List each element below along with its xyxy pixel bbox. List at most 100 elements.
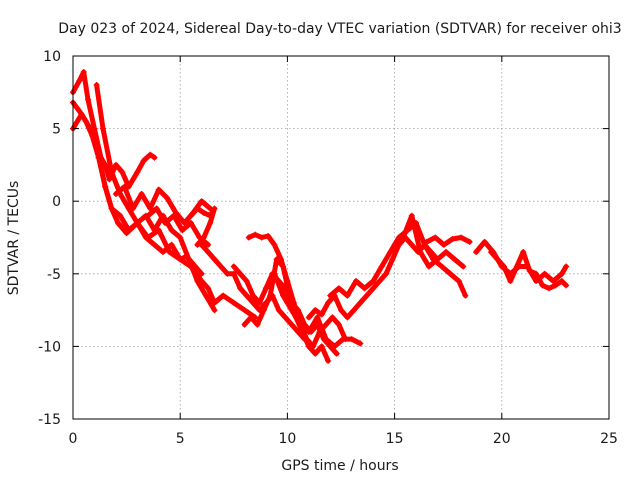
data-point-marker [100,125,107,132]
data-point-marker [440,241,447,248]
data-point-marker [162,219,169,226]
y-tick-label: -15 [38,412,61,428]
data-point-marker [153,205,160,212]
data-point-marker [138,190,145,197]
series-track-8 [198,241,308,343]
data-point-marker [357,340,364,347]
data-point-marker [245,234,252,241]
data-point-marker [198,241,205,248]
data-point-marker [312,307,319,314]
data-point-marker [376,278,383,285]
data-point-marker [85,96,92,103]
series-track-6 [145,205,212,248]
data-point-marker [353,278,360,285]
series-band [145,206,211,248]
data-point-marker [265,233,272,240]
data-point-marker [181,219,188,226]
data-point-marker [125,227,132,234]
data-point-marker [220,292,227,299]
data-point-marker [115,219,122,226]
data-point-marker [106,176,113,183]
x-tick-label: 10 [278,431,296,447]
data-point-marker [348,336,355,343]
data-point-marker [256,299,263,306]
data-point-marker [166,249,173,256]
data-point-marker [211,205,218,212]
x-tick-label: 0 [69,431,78,447]
data-point-marker [170,212,177,219]
data-point-marker [494,256,501,263]
data-point-marker [168,241,175,248]
data-point-marker [277,256,284,263]
data-point-marker [331,343,338,350]
data-point-marker [550,278,557,285]
data-point-marker [177,234,184,241]
data-point-marker [322,321,329,328]
series-track-3 [70,111,259,321]
series-track-16 [423,234,473,248]
series-track-15 [391,212,467,270]
series-band [188,206,217,248]
data-point-marker [425,263,432,270]
data-point-marker [241,321,248,328]
data-point-marker [108,205,115,212]
data-point-marker [112,161,119,168]
data-point-marker [252,231,259,238]
data-point-marker [340,336,347,343]
data-point-marker [533,270,540,277]
data-point-marker [389,256,396,263]
data-point-marker [284,278,291,285]
data-point-marker [254,321,261,328]
data-point-marker [288,321,295,328]
series-track-18 [488,249,570,292]
data-point-marker [318,311,325,318]
data-point-marker [552,282,559,289]
plot-frame [72,55,610,420]
data-point-marker [481,238,488,245]
data-point-marker [318,343,325,350]
data-point-marker [417,249,424,256]
data-point-marker [350,307,357,314]
data-point-marker [432,234,439,241]
data-point-marker [290,299,297,306]
y-tick-label: 5 [52,122,61,138]
data-point-marker [267,292,274,299]
data-point-marker [434,256,441,263]
data-point-marker [258,234,265,241]
data-point-marker [230,263,237,270]
data-point-marker [202,292,209,299]
data-point-marker [488,249,495,256]
data-point-marker [145,212,152,219]
series-band [327,220,468,299]
data-point-marker [198,198,205,205]
data-point-marker [462,292,469,299]
data-point-marker [520,249,527,256]
data-point-marker [447,270,454,277]
data-point-marker [325,357,332,364]
data-point-marker [378,263,385,270]
data-point-marker [168,227,175,234]
data-point-marker [539,282,546,289]
data-point-marker [451,256,458,263]
data-point-marker [305,314,312,321]
data-point-marker [466,238,473,245]
data-point-marker [357,299,364,306]
series-track-14 [327,219,469,299]
data-point-marker [151,241,158,248]
data-point-marker [224,270,231,277]
data-point-marker [400,234,407,241]
y-tick-label: 0 [52,194,61,210]
data-point-marker [112,190,119,197]
chart-title: Day 023 of 2024, Sidereal Day-to-day VTE… [58,21,621,37]
data-point-marker [102,183,109,190]
data-point-marker [211,307,218,314]
y-tick-label: 10 [43,49,61,65]
data-point-marker [230,299,237,306]
data-point-marker [438,263,445,270]
y-axis-label: SDTVAR / TECUs [6,181,22,296]
data-point-marker [147,151,154,158]
data-series [70,68,570,364]
data-point-marker [303,336,310,343]
data-point-marker [211,256,218,263]
grid-lines [73,56,609,419]
